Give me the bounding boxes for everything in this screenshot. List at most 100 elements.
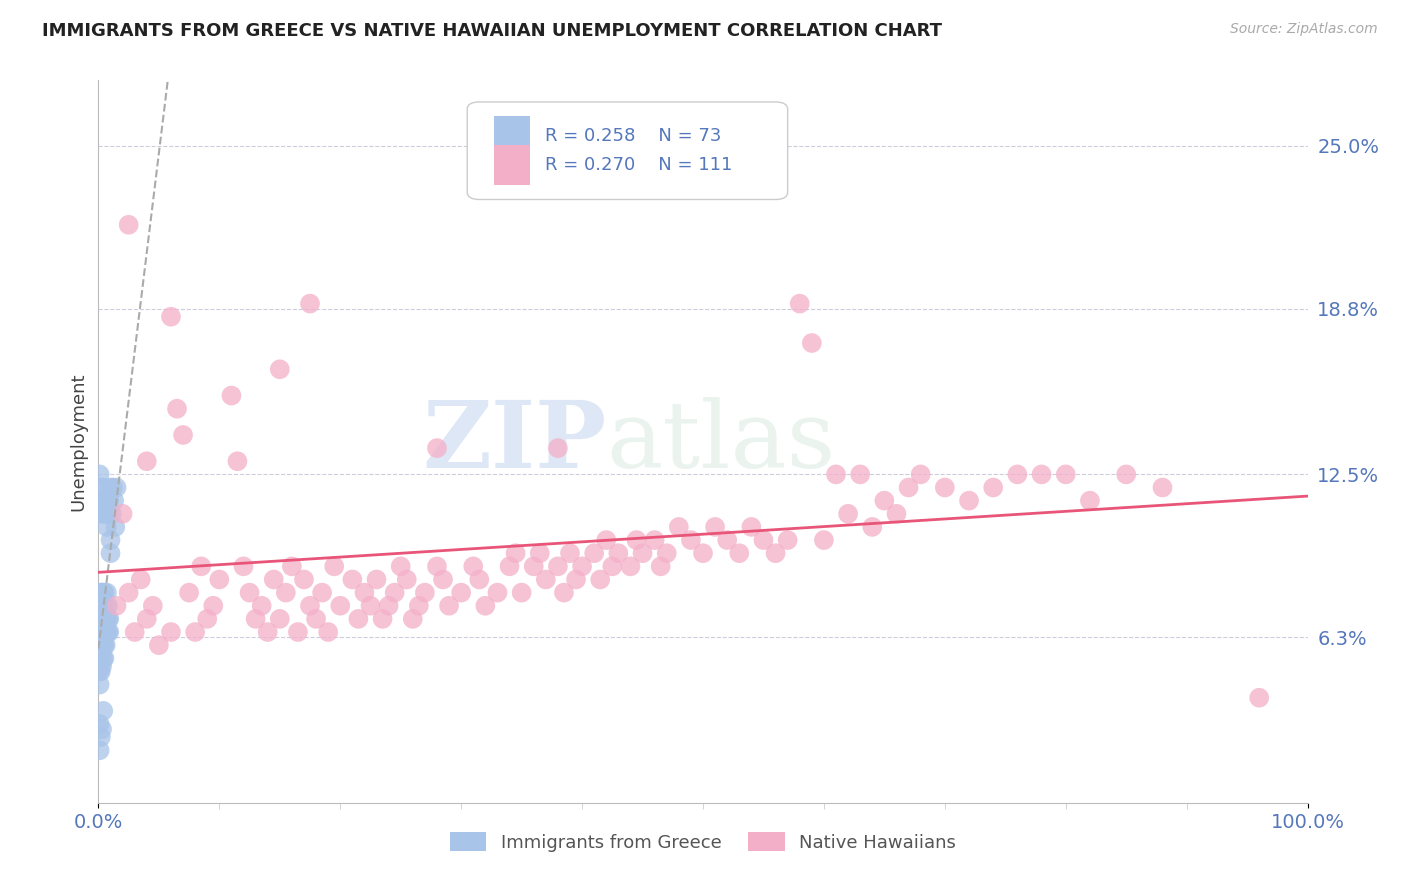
Point bbox=[408, 599, 430, 613]
Point bbox=[1007, 467, 1029, 482]
Point bbox=[510, 585, 533, 599]
Point bbox=[1249, 690, 1271, 705]
Point bbox=[90, 730, 112, 744]
Point bbox=[221, 388, 243, 402]
Point bbox=[91, 651, 114, 665]
Point bbox=[589, 573, 612, 587]
Point bbox=[897, 481, 920, 495]
Point bbox=[208, 573, 231, 587]
Point bbox=[91, 651, 114, 665]
Point bbox=[94, 638, 117, 652]
Point bbox=[226, 454, 249, 468]
Point bbox=[437, 599, 460, 613]
Point bbox=[486, 585, 509, 599]
Point bbox=[789, 296, 811, 310]
Point bbox=[89, 467, 111, 482]
Point bbox=[269, 612, 291, 626]
Point bbox=[91, 507, 114, 521]
Point bbox=[90, 585, 112, 599]
Point bbox=[232, 559, 254, 574]
Point bbox=[94, 599, 117, 613]
Point bbox=[655, 546, 678, 560]
Point bbox=[90, 612, 112, 626]
Point bbox=[619, 559, 641, 574]
Point bbox=[1054, 467, 1077, 482]
Point bbox=[90, 651, 112, 665]
Point bbox=[90, 481, 112, 495]
Point bbox=[103, 493, 125, 508]
Point bbox=[626, 533, 648, 547]
Point bbox=[860, 520, 883, 534]
Point bbox=[849, 467, 872, 482]
Point bbox=[395, 573, 418, 587]
Point bbox=[172, 428, 194, 442]
Point bbox=[934, 481, 956, 495]
Text: Source: ZipAtlas.com: Source: ZipAtlas.com bbox=[1230, 22, 1378, 37]
Point bbox=[91, 638, 114, 652]
Y-axis label: Unemployment: Unemployment bbox=[69, 372, 87, 511]
Point bbox=[91, 585, 114, 599]
Point bbox=[98, 625, 121, 640]
Point bbox=[529, 546, 551, 560]
Point bbox=[97, 612, 120, 626]
Point bbox=[256, 625, 278, 640]
Point bbox=[558, 546, 581, 560]
Point bbox=[534, 573, 557, 587]
Point bbox=[93, 493, 115, 508]
Point bbox=[329, 599, 352, 613]
Point bbox=[142, 599, 165, 613]
Point bbox=[347, 612, 370, 626]
Point bbox=[263, 573, 285, 587]
Point bbox=[184, 625, 207, 640]
Point bbox=[752, 533, 775, 547]
Point bbox=[97, 507, 120, 521]
Legend: Immigrants from Greece, Native Hawaiians: Immigrants from Greece, Native Hawaiians bbox=[443, 825, 963, 859]
FancyBboxPatch shape bbox=[467, 102, 787, 200]
Point bbox=[728, 546, 751, 560]
Point bbox=[97, 625, 120, 640]
Point bbox=[93, 493, 115, 508]
Point bbox=[981, 481, 1004, 495]
Point bbox=[91, 612, 114, 626]
Point bbox=[498, 559, 520, 574]
Point bbox=[239, 585, 262, 599]
Point bbox=[299, 599, 322, 613]
Point bbox=[547, 559, 569, 574]
Point bbox=[316, 625, 339, 640]
Point bbox=[89, 677, 111, 691]
Point bbox=[89, 625, 111, 640]
Point bbox=[124, 625, 146, 640]
Point bbox=[94, 507, 117, 521]
Point bbox=[97, 599, 120, 613]
Point bbox=[89, 665, 111, 679]
Point bbox=[89, 717, 111, 731]
Point bbox=[366, 573, 388, 587]
Point bbox=[202, 599, 225, 613]
Text: R = 0.258    N = 73: R = 0.258 N = 73 bbox=[544, 128, 721, 145]
Point bbox=[93, 625, 115, 640]
Point bbox=[800, 336, 823, 351]
Point bbox=[98, 612, 121, 626]
Point bbox=[523, 559, 546, 574]
Point bbox=[250, 599, 273, 613]
Point bbox=[89, 617, 111, 632]
Point bbox=[129, 573, 152, 587]
Point bbox=[287, 625, 309, 640]
Point bbox=[432, 573, 454, 587]
Point bbox=[91, 638, 114, 652]
Point bbox=[1078, 493, 1101, 508]
Point bbox=[353, 585, 375, 599]
Point bbox=[269, 362, 291, 376]
Point bbox=[90, 665, 112, 679]
Point bbox=[91, 704, 114, 718]
Point bbox=[118, 585, 141, 599]
Point bbox=[323, 559, 346, 574]
Point bbox=[910, 467, 932, 482]
Point bbox=[281, 559, 304, 574]
Point bbox=[91, 599, 114, 613]
Point bbox=[583, 546, 606, 560]
Point bbox=[825, 467, 848, 482]
Point bbox=[89, 612, 111, 626]
Point bbox=[91, 481, 114, 495]
Point bbox=[90, 599, 112, 613]
